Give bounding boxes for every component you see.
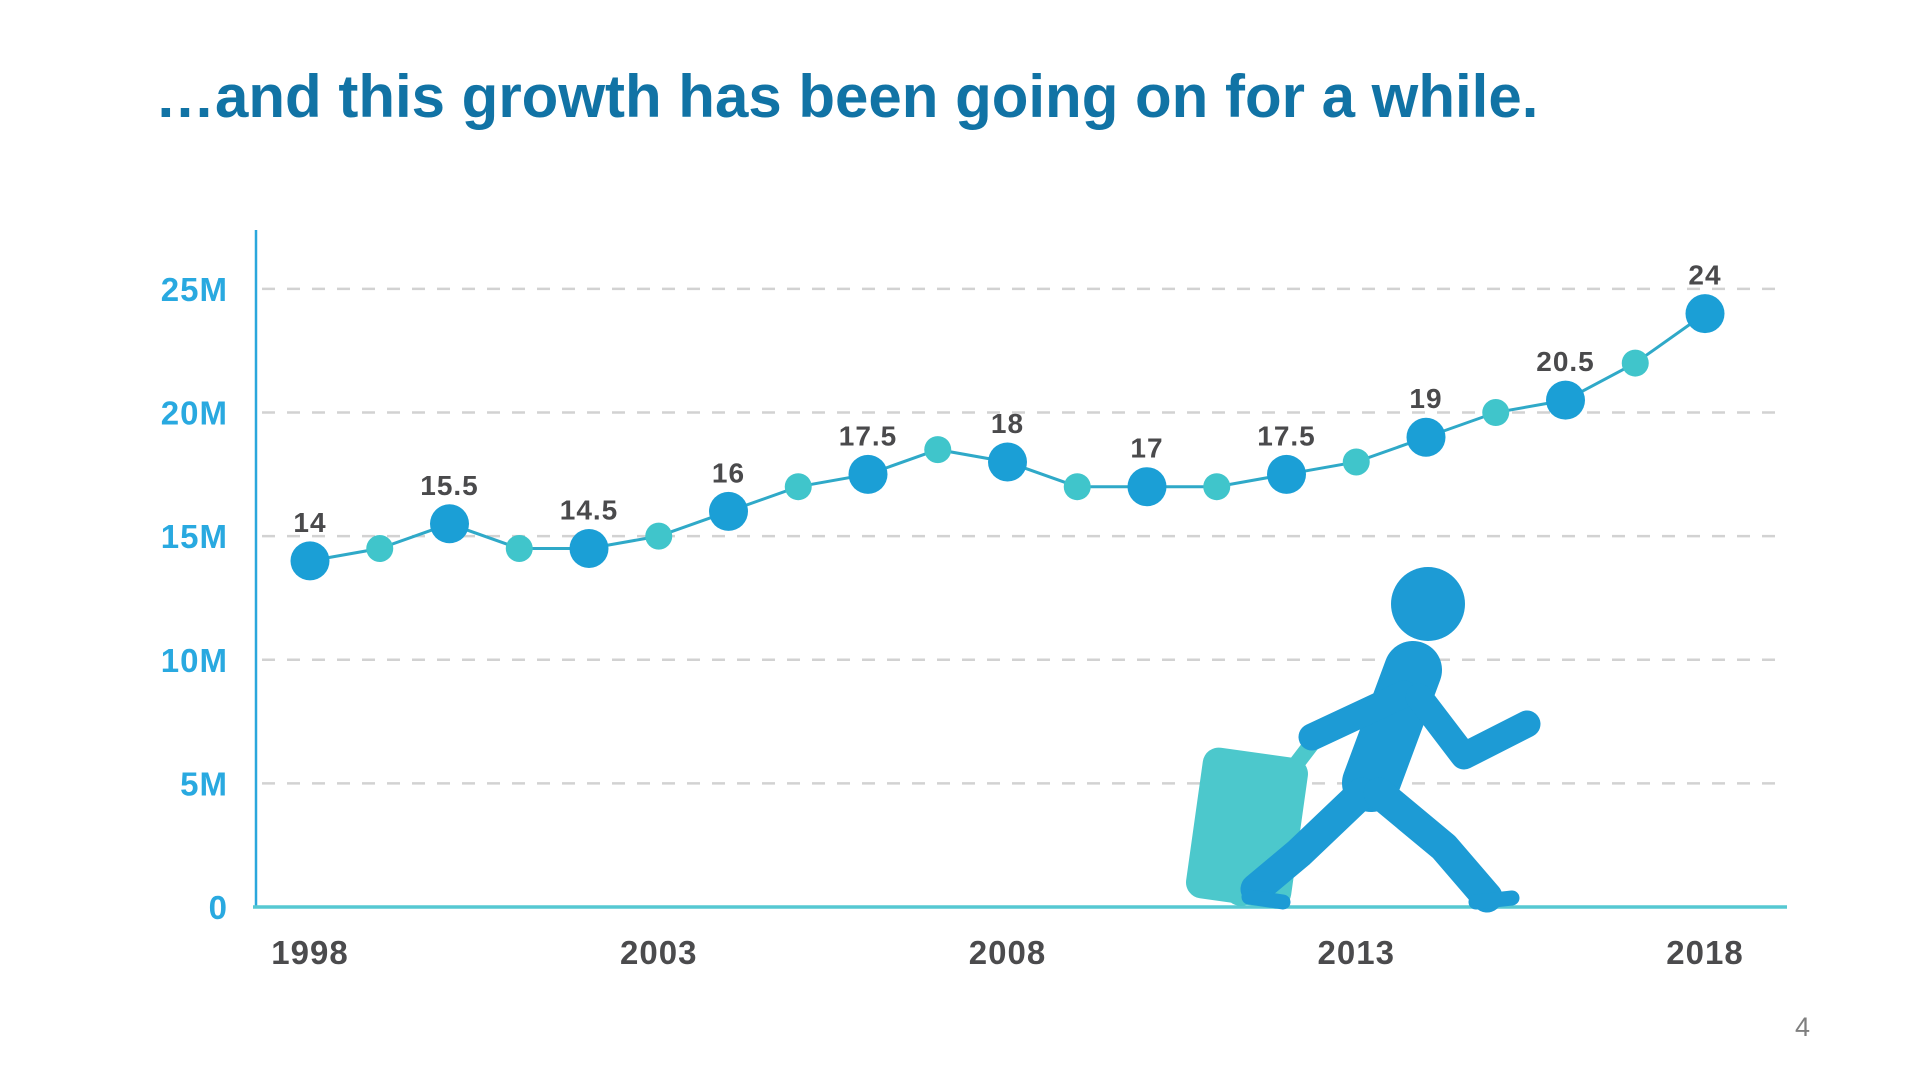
data-point-2006 — [848, 454, 888, 494]
value-label-1998: 14 — [293, 507, 326, 538]
x-tick-1998: 1998 — [271, 934, 348, 971]
y-tick-5M: 5M — [180, 765, 228, 802]
person-icon — [1240, 567, 1541, 913]
value-label-2014: 19 — [1409, 383, 1442, 414]
data-point-2016 — [1546, 380, 1585, 420]
data-point-2005 — [784, 473, 812, 501]
data-point-2015 — [1482, 399, 1510, 427]
data-point-1999 — [366, 535, 394, 563]
value-label-2010: 17 — [1130, 433, 1163, 464]
value-label-2002: 14.5 — [560, 495, 619, 526]
y-tick-0: 0 — [209, 889, 228, 926]
data-point-2017 — [1621, 349, 1649, 377]
data-point-2014 — [1406, 417, 1446, 457]
x-tick-2003: 2003 — [620, 934, 697, 971]
y-axis-tick-labels: 25M 20M 15M 10M 5M 0 — [161, 271, 228, 926]
data-point-value-labels: 14 15.5 14.5 16 17.5 18 17 17.5 19 20.5 24 — [293, 260, 1721, 538]
x-tick-2013: 2013 — [1318, 934, 1395, 971]
data-point-2009 — [1063, 473, 1091, 501]
x-tick-2018: 2018 — [1666, 934, 1743, 971]
data-point-2007 — [924, 436, 952, 464]
data-point-2010 — [1127, 467, 1167, 507]
data-points — [290, 294, 1725, 581]
y-tick-20M: 20M — [161, 395, 228, 432]
x-axis-tick-labels: 1998 2003 2008 2013 2018 — [271, 934, 1743, 971]
value-label-2018: 24 — [1688, 260, 1721, 291]
data-point-2013 — [1342, 448, 1370, 476]
data-point-2008 — [988, 442, 1027, 482]
data-point-2002 — [569, 529, 609, 569]
value-label-2012: 17.5 — [1257, 420, 1316, 451]
value-label-2008: 18 — [991, 408, 1024, 439]
y-tick-15M: 15M — [161, 518, 228, 555]
data-point-1998 — [290, 541, 330, 581]
data-point-2011 — [1203, 473, 1231, 501]
data-point-2012 — [1267, 454, 1306, 494]
x-tick-2008: 2008 — [969, 934, 1046, 971]
y-tick-25M: 25M — [161, 271, 228, 308]
value-label-2004: 16 — [712, 457, 745, 488]
value-label-2016: 20.5 — [1536, 346, 1595, 377]
y-tick-10M: 10M — [161, 642, 228, 679]
value-label-2000: 15.5 — [420, 470, 479, 501]
page-number: 4 — [1794, 1012, 1810, 1042]
data-point-2018 — [1685, 294, 1725, 334]
slide-title: …and this growth has been going on for a… — [155, 63, 1539, 130]
traveler-icon — [1185, 567, 1541, 913]
chart-axes — [253, 230, 1787, 909]
data-point-2000 — [430, 504, 469, 544]
data-point-2003 — [645, 522, 673, 550]
value-label-2006: 17.5 — [839, 420, 898, 451]
data-point-2001 — [505, 535, 533, 563]
data-point-2004 — [709, 491, 748, 531]
